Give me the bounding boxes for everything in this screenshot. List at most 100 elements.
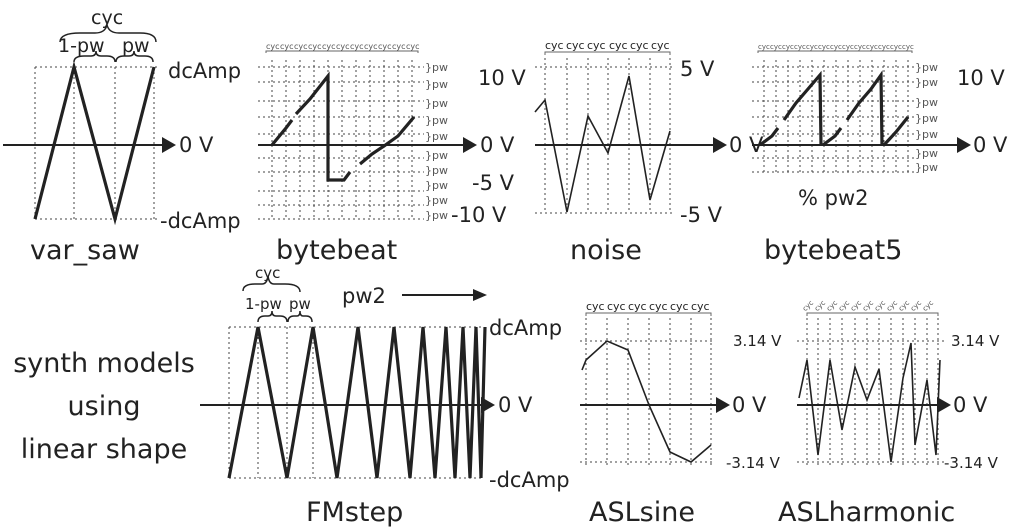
bytebeat5-grid	[752, 60, 915, 175]
aslsine-cyc-ticks: cyc cyc cyc cyc cyc cyc	[585, 300, 712, 316]
noise-cyc-tick: cyc	[566, 39, 585, 52]
var-saw-grid	[34, 66, 160, 220]
bytebeat5-pw-tick: }pw	[915, 128, 938, 141]
bytebeat-panel: cyc cyc cyc cyc cyc cyc cyc cyc cyc cyc …	[258, 42, 526, 266]
bytebeat5-pw-tick: }pw	[915, 61, 938, 74]
aslharmonic-cyc-brace	[806, 312, 939, 316]
fmstep-panel: cyc 1-pw pw pw2 dcAmp 0 V -dcAmp FMstep	[200, 264, 570, 528]
bytebeat-title: bytebeat	[276, 235, 397, 266]
fmstep-1pw-label: 1-pw	[245, 295, 282, 313]
bytebeat5-cyc-tick: cyc	[818, 43, 830, 51]
aslharmonic-y-label-bottom: -3.14 V	[944, 454, 999, 472]
bytebeat-y-label-neg5: -5 V	[472, 171, 515, 195]
bytebeat-cyc-ticks: cyc cyc cyc cyc cyc cyc cyc cyc cyc cyc …	[265, 42, 420, 53]
bytebeat5-cyc-tick: cyc	[890, 43, 902, 51]
caption-line-3: linear shape	[21, 434, 187, 465]
caption: synth models using linear shape	[13, 348, 195, 465]
bytebeat-y-label-neg10: -10 V	[451, 203, 507, 227]
aslharmonic-y-label-zero: 0 V	[953, 393, 988, 417]
aslsine-cyc-tick: cyc	[586, 300, 605, 313]
fmstep-grid	[228, 326, 482, 479]
aslharmonic-panel: cyc cyc cyc cyc cyc cyc cyc cyc cyc cyc …	[778, 299, 1000, 528]
bytebeat-cyc-tick: cyc	[294, 42, 308, 51]
bytebeat5-pw-tick: }pw	[915, 161, 938, 174]
noise-title: noise	[570, 235, 642, 266]
caption-line-2: using	[68, 391, 141, 422]
bytebeat-cyc-tick: cyc	[322, 42, 336, 51]
noise-cyc-tick: cyc	[609, 39, 628, 52]
var-saw-dcamp-label: dcAmp	[168, 59, 241, 83]
noise-grid	[535, 58, 672, 214]
bytebeat-pw-tick: }pw	[425, 97, 448, 110]
aslharmonic-cyc-tick: cyc	[909, 299, 923, 313]
noise-y-label-neg5: -5 V	[680, 203, 723, 227]
var-saw-pw-brace	[115, 50, 154, 63]
aslharmonic-title: ASLharmonic	[778, 497, 955, 528]
aslsine-title: ASLsine	[589, 497, 695, 528]
aslharmonic-cyc-tick: cyc	[825, 299, 839, 313]
aslharmonic-arrow-icon	[937, 397, 951, 413]
var-saw-cyc-brace	[59, 24, 157, 43]
aslharmonic-cyc-tick: cyc	[861, 299, 875, 313]
aslharmonic-cyc-tick: cyc	[813, 299, 827, 313]
bytebeat5-cyc-tick: cyc	[842, 43, 854, 51]
bytebeat5-wave-seg-1	[759, 127, 780, 147]
aslsine-cyc-tick: cyc	[607, 300, 626, 313]
bytebeat5-pw2-note: % pw2	[798, 186, 869, 210]
bytebeat5-pw-tick: }pw	[915, 96, 938, 109]
bytebeat5-wave-seg-3	[822, 127, 843, 147]
noise-y-label-5: 5 V	[680, 57, 715, 81]
bytebeat-pw-tick: }pw	[425, 61, 448, 74]
bytebeat5-cyc-tick: cyc	[854, 43, 866, 51]
bytebeat-pw-tick: }pw	[425, 114, 448, 127]
var-saw-title: var_saw	[30, 235, 140, 266]
noise-cyc-tick: cyc	[651, 39, 670, 52]
aslharmonic-cyc-tick: cyc	[801, 299, 815, 313]
fmstep-pw-brace	[287, 310, 313, 323]
bytebeat-wave-seg-3	[358, 115, 416, 166]
aslsine-y-label-zero: 0 V	[732, 393, 767, 417]
var-saw-cyc-label: cyc	[91, 7, 123, 29]
var-saw-1pw-label: 1-pw	[58, 35, 105, 57]
bytebeat5-pw-tick: }pw	[915, 76, 938, 89]
bytebeat-cyc-tick: cyc	[266, 42, 280, 51]
aslsine-cyc-tick: cyc	[691, 300, 710, 313]
bytebeat-cyc-tick: cyc	[364, 42, 378, 51]
caption-line-1: synth models	[13, 348, 195, 379]
bytebeat-grid	[258, 60, 424, 220]
var-saw-zero-label: 0 V	[179, 133, 214, 157]
bytebeat-pw-ticks: }pw }pw }pw }pw }pw }pw }pw }pw }pw }pw	[425, 61, 448, 222]
var-saw-arrow-icon	[162, 137, 176, 153]
bytebeat5-y-label-0: 0 V	[973, 133, 1008, 157]
bytebeat-wave-seg-2	[294, 71, 352, 182]
bytebeat5-cyc-tick: cyc	[830, 43, 842, 51]
bytebeat5-cyc-tick: cyc	[878, 43, 890, 51]
fmstep-cyc-brace	[242, 275, 301, 293]
aslsine-grid	[580, 318, 715, 467]
aslsine-cyc-tick: cyc	[628, 300, 647, 313]
noise-cyc-tick: cyc	[545, 39, 564, 52]
aslharmonic-cyc-tick: cyc	[885, 299, 899, 313]
bytebeat-pw-tick: }pw	[425, 194, 448, 207]
bytebeat5-wave-seg-2	[782, 70, 823, 146]
bytebeat-pw-tick: }pw	[425, 78, 448, 91]
noise-cyc-ticks: cyc cyc cyc cyc cyc cyc	[544, 39, 671, 55]
aslsine-arrow-icon	[716, 397, 730, 413]
aslharmonic-cyc-tick: cyc	[873, 299, 887, 313]
bytebeat5-cyc-tick: cyc	[794, 43, 806, 51]
bytebeat5-wave-seg-5	[882, 116, 910, 147]
bytebeat-cyc-tick: cyc	[336, 42, 350, 51]
noise-cyc-tick: cyc	[630, 39, 649, 52]
aslsine-y-label-bottom: -3.14 V	[726, 454, 781, 472]
aslharmonic-cyc-tick: cyc	[921, 299, 935, 313]
noise-waveform	[534, 75, 671, 213]
bytebeat5-pw-tick: }pw	[915, 112, 938, 125]
bytebeat-cyc-tick: cyc	[308, 42, 322, 51]
bytebeat5-cyc-tick: cyc	[782, 43, 794, 51]
var-saw-panel: cyc 1-pw pw dcAmp 0 V -dcAmp var_saw	[3, 7, 241, 266]
fmstep-dcamp-label: dcAmp	[489, 316, 562, 340]
aslharmonic-y-label-top: 3.14 V	[951, 332, 1000, 350]
fmstep-title: FMstep	[306, 497, 403, 528]
bytebeat5-cyc-ticks: cyc cyc cyc cyc cyc cyc cyc cyc cyc cyc …	[757, 43, 914, 53]
